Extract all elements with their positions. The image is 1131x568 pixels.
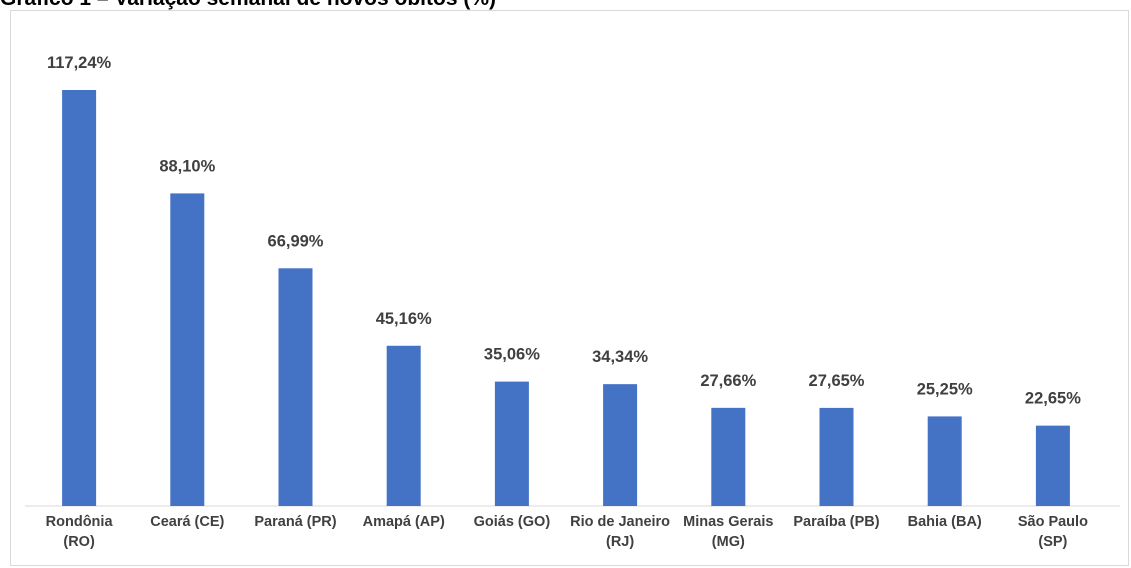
x-tick-label: Paraná (PR) <box>254 514 337 530</box>
x-tick-label: São Paulo (SP) <box>1017 514 1088 550</box>
x-tick-label: Rio de Janeiro (RJ) <box>570 514 671 550</box>
data-label: 88,10% <box>159 157 215 175</box>
x-tick-label: Rondônia (RO) <box>45 514 113 550</box>
x-tick-label: Goiás (GO) <box>473 514 551 530</box>
x-tick-label: Ceará (CE) <box>150 514 225 530</box>
data-label: 66,99% <box>268 232 324 250</box>
bar <box>927 416 962 506</box>
bar <box>386 345 421 506</box>
data-label: 25,25% <box>917 380 973 398</box>
bar <box>278 268 313 506</box>
x-tick-label: Bahia (BA) <box>907 514 982 530</box>
bar <box>494 381 529 506</box>
chart-title: Gráfico 1 – Variação semanal de novos ób… <box>0 0 496 11</box>
bar <box>1035 425 1070 506</box>
x-tick-label: Paraíba (PB) <box>793 514 880 530</box>
chart-frame <box>10 10 1129 566</box>
data-label: 117,24% <box>47 54 112 72</box>
data-label: 35,06% <box>484 346 540 364</box>
x-tick-label: Minas Gerais (MG) <box>683 514 774 550</box>
bar <box>170 193 205 506</box>
bar <box>603 384 638 506</box>
data-label: 45,16% <box>376 310 432 328</box>
bar <box>819 407 854 506</box>
x-tick-label: Amapá (AP) <box>362 514 445 530</box>
bar <box>711 407 746 506</box>
data-label: 22,65% <box>1025 390 1081 408</box>
bar <box>62 90 97 506</box>
data-label: 27,66% <box>700 372 756 390</box>
data-label: 27,65% <box>809 372 865 390</box>
data-label: 34,34% <box>592 348 648 366</box>
